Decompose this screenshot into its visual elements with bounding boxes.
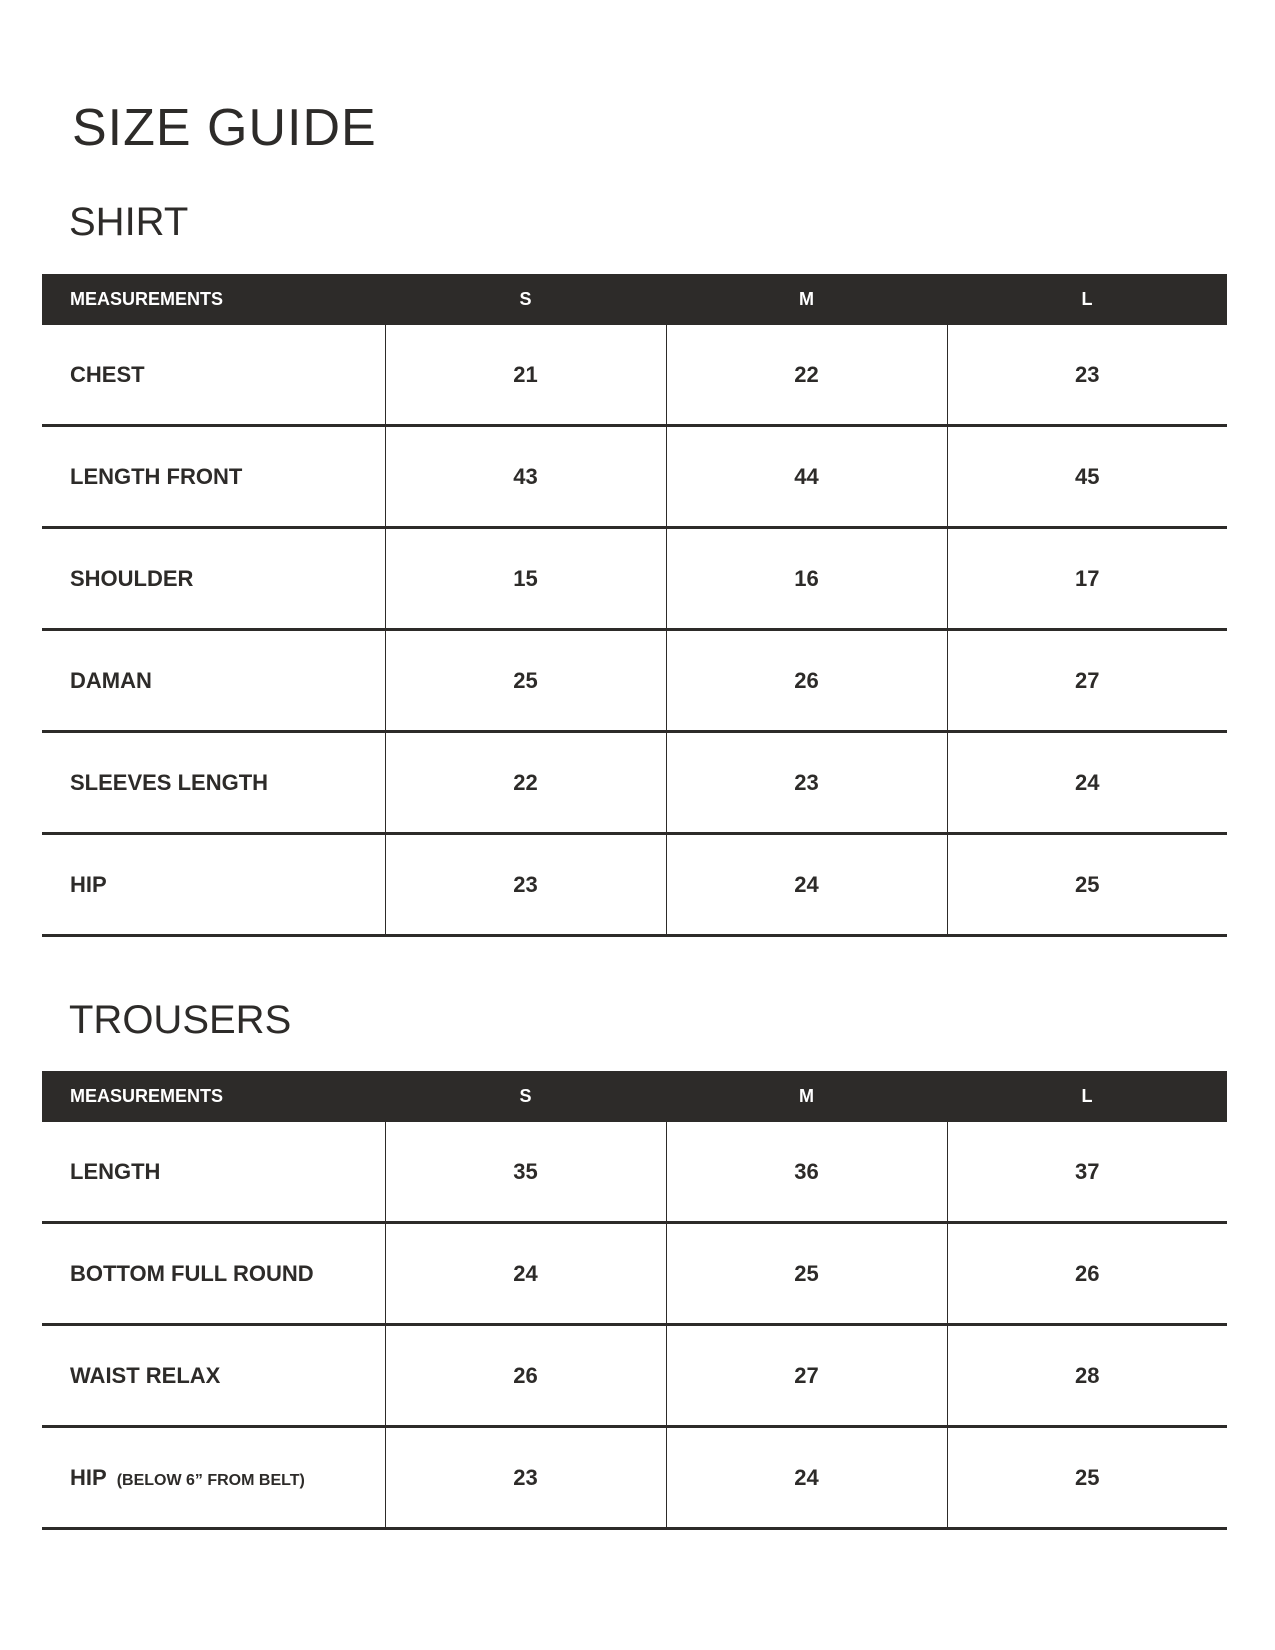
measurement-label: LENGTH FRONT [70, 463, 243, 489]
header-measurements: MEASUREMENTS [42, 1071, 385, 1122]
size-value-cell: 24 [665, 833, 947, 937]
size-value-cell: 21 [384, 325, 666, 427]
measurement-label: CHEST [70, 361, 145, 387]
size-value-cell: 23 [665, 731, 947, 835]
size-value-cell: 24 [384, 1222, 666, 1326]
size-value-cell: 15 [384, 527, 666, 631]
measurement-label-cell: SLEEVES LENGTH [42, 731, 385, 835]
measurement-label: HIP [70, 1464, 107, 1490]
size-value-cell: 25 [384, 629, 666, 733]
table-header-row: MEASUREMENTS S M L [42, 274, 1227, 325]
table-row: LENGTH 35 36 37 [42, 1122, 1227, 1224]
header-measurements: MEASUREMENTS [42, 274, 385, 325]
measurement-note: (BELOW 6” FROM BELT) [116, 1471, 305, 1489]
shirt-size-table: MEASUREMENTS S M L CHEST 21 22 23 LENGTH FRONT 4… [42, 274, 1227, 937]
measurement-label-cell: WAIST RELAX [42, 1324, 385, 1428]
measurement-label: LENGTH [70, 1158, 161, 1184]
size-value-cell: 43 [384, 425, 666, 529]
size-value-cell: 35 [384, 1122, 666, 1224]
measurement-label: BOTTOM FULL ROUND [70, 1260, 314, 1286]
size-value-cell: 17 [946, 527, 1227, 631]
measurement-label-cell: LENGTH [42, 1122, 385, 1224]
size-value-cell: 26 [665, 629, 947, 733]
measurement-label-cell: DAMAN [42, 629, 385, 733]
measurement-label-cell: LENGTH FRONT [42, 425, 385, 529]
header-size-s: S [385, 274, 666, 325]
measurement-label-cell: CHEST [42, 325, 385, 427]
size-value-cell: 26 [384, 1324, 666, 1428]
table-row: LENGTH FRONT 43 44 45 [42, 425, 1227, 529]
header-size-s: S [385, 1071, 666, 1122]
table-row: CHEST 21 22 23 [42, 325, 1227, 427]
header-size-l: L [947, 274, 1227, 325]
size-value-cell: 28 [946, 1324, 1227, 1428]
size-value-cell: 22 [384, 731, 666, 835]
size-value-cell: 22 [665, 325, 947, 427]
size-value-cell: 45 [946, 425, 1227, 529]
size-value-cell: 16 [665, 527, 947, 631]
measurement-label-cell: HIP [42, 833, 385, 937]
table-row: BOTTOM FULL ROUND 24 25 26 [42, 1222, 1227, 1326]
page-title: SIZE GUIDE [72, 99, 377, 157]
header-size-m: M [666, 274, 947, 325]
header-size-m: M [666, 1071, 947, 1122]
measurement-label: WAIST RELAX [70, 1362, 221, 1388]
table-row: HIP (BELOW 6” FROM BELT) 23 24 25 [42, 1426, 1227, 1530]
size-value-cell: 23 [384, 1426, 666, 1530]
table-row: SHOULDER 15 16 17 [42, 527, 1227, 631]
measurement-label: SHOULDER [70, 565, 194, 591]
measurement-label: DAMAN [70, 667, 152, 693]
shirt-section-title: SHIRT [69, 200, 189, 244]
size-value-cell: 25 [946, 833, 1227, 937]
measurement-label-cell: SHOULDER [42, 527, 385, 631]
measurement-label: HIP [70, 871, 107, 897]
size-value-cell: 44 [665, 425, 947, 529]
size-value-cell: 24 [946, 731, 1227, 835]
size-value-cell: 25 [946, 1426, 1227, 1530]
size-value-cell: 26 [946, 1222, 1227, 1326]
size-value-cell: 23 [946, 325, 1227, 427]
measurement-label: SLEEVES LENGTH [70, 769, 269, 795]
measurement-label-cell: HIP (BELOW 6” FROM BELT) [42, 1426, 385, 1530]
table-header-row: MEASUREMENTS S M L [42, 1071, 1227, 1122]
header-size-l: L [947, 1071, 1227, 1122]
table-row: WAIST RELAX 26 27 28 [42, 1324, 1227, 1428]
size-value-cell: 24 [665, 1426, 947, 1530]
table-row: DAMAN 25 26 27 [42, 629, 1227, 733]
size-value-cell: 27 [946, 629, 1227, 733]
trousers-size-table: MEASUREMENTS S M L LENGTH 35 36 37 BOTTOM FULL … [42, 1071, 1227, 1530]
size-value-cell: 37 [946, 1122, 1227, 1224]
table-row: HIP 23 24 25 [42, 833, 1227, 937]
size-value-cell: 23 [384, 833, 666, 937]
size-value-cell: 27 [665, 1324, 947, 1428]
size-value-cell: 25 [665, 1222, 947, 1326]
trousers-section-title: TROUSERS [69, 998, 292, 1042]
measurement-label-cell: BOTTOM FULL ROUND [42, 1222, 385, 1326]
size-value-cell: 36 [665, 1122, 947, 1224]
table-row: SLEEVES LENGTH 22 23 24 [42, 731, 1227, 835]
